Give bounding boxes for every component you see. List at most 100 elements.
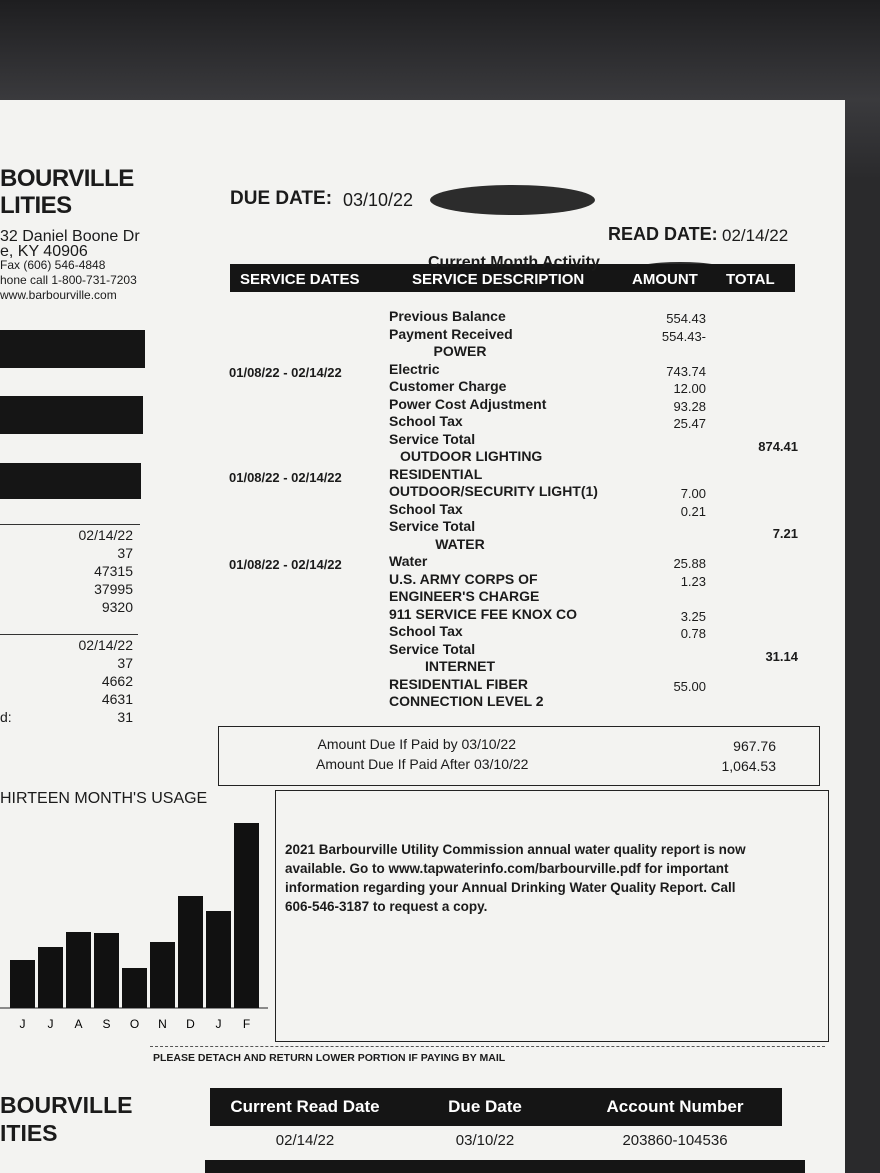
usage-bar — [66, 932, 91, 1008]
read-date-label: READ DATE: — [608, 224, 718, 244]
due-date: 03/10/22 — [343, 190, 414, 210]
column-header: AMOUNT — [632, 271, 698, 288]
usage-bar — [38, 947, 63, 1008]
service-dates: 01/08/22 - 02/14/22 — [229, 557, 342, 572]
service-description: School Tax — [389, 623, 463, 639]
meter-reading: 4631 — [101, 691, 133, 707]
meter-reading: 31 — [117, 709, 133, 725]
usage-bar — [234, 823, 259, 1008]
company-name: BOURVILLE — [0, 1092, 133, 1118]
meter-reading: 9320 — [101, 599, 133, 615]
usage-month-label: F — [243, 1017, 250, 1031]
stub-value: 203860-104536 — [622, 1132, 728, 1149]
usage-month-label: J — [20, 1017, 26, 1031]
meter-reading: 37995 — [94, 581, 133, 597]
redaction-bar — [0, 463, 141, 499]
company-address: 32 Daniel Boone Dr — [0, 228, 140, 245]
amount: 3.25 — [680, 608, 706, 624]
company-address: www.barbourville.com — [0, 288, 117, 302]
detach-line — [150, 1046, 825, 1047]
service-dates: 01/08/22 - 02/14/22 — [229, 364, 342, 380]
service-description: Service Total — [389, 640, 476, 657]
service-description: Service Total — [389, 430, 476, 447]
service-description: School Tax — [389, 500, 463, 517]
read-date: 02/14/22 — [722, 226, 789, 245]
detach-note: PLEASE DETACH AND RETURN LOWER PORTION I… — [153, 1052, 506, 1064]
due-date-label: DUE DATE: — [230, 188, 333, 209]
amount: 12.00 — [673, 381, 706, 396]
company-address: Fax (606) 546-4848 — [0, 258, 106, 272]
section-heading: OUTDOOR LIGHTING — [400, 448, 543, 464]
notice-text: information regarding your Annual Drinki… — [285, 880, 736, 895]
service-description: Power Cost Adjustment — [389, 395, 547, 412]
amount-due-label: Amount Due If Paid by 03/10/22 — [317, 736, 516, 752]
company-name: LITIES — [0, 192, 72, 219]
service-description: Payment Received — [389, 325, 513, 342]
usage-bar — [178, 896, 203, 1008]
total: 7.21 — [772, 526, 798, 541]
table-header-bar — [230, 264, 795, 292]
redaction-bar — [0, 396, 143, 434]
usage-bar — [10, 960, 35, 1008]
divider — [0, 634, 138, 635]
activity-title: Current Month Activity — [428, 254, 600, 271]
meter-reading: 02/14/22 — [78, 527, 134, 543]
amount-due-box — [218, 726, 820, 786]
amount: 25.47 — [673, 416, 706, 431]
usage-month-label: J — [48, 1017, 54, 1031]
stub-value: 02/14/22 — [275, 1132, 335, 1149]
service-description: Service Total — [389, 518, 476, 534]
usage-bar — [94, 933, 119, 1008]
total: 31.14 — [765, 648, 798, 664]
service-description: School Tax — [389, 413, 463, 429]
service-description: U.S. ARMY CORPS OF — [389, 570, 538, 587]
amount: 0.78 — [680, 626, 706, 641]
usage-month-label: N — [158, 1017, 167, 1031]
service-description: Previous Balance — [389, 308, 506, 324]
service-description: Electric — [389, 360, 440, 377]
meter-reading: 02/14/22 — [78, 637, 134, 653]
section-heading: INTERNET — [425, 658, 495, 674]
redaction-scribble — [430, 185, 595, 215]
notice-text: 606-546-3187 to request a copy. — [285, 899, 488, 914]
section-heading: WATER — [435, 535, 485, 552]
usage-bar — [206, 911, 231, 1008]
notice-box — [275, 790, 829, 1042]
usage-month-label: O — [130, 1017, 139, 1031]
service-description: ENGINEER'S CHARGE — [389, 588, 540, 604]
usage-month-label: S — [102, 1017, 110, 1031]
redaction-bar — [0, 330, 145, 368]
column-header: TOTAL — [726, 271, 775, 288]
usage-title: HIRTEEN MONTH'S USAGE — [0, 790, 208, 807]
stub-header-bar — [210, 1088, 782, 1126]
service-description: RESIDENTIAL FIBER — [389, 675, 528, 692]
service-dates: 01/08/22 - 02/14/22 — [229, 469, 342, 485]
usage-month-label: A — [74, 1017, 82, 1031]
usage-bar — [122, 968, 147, 1008]
service-description: OUTDOOR/SECURITY LIGHT(1) — [389, 483, 598, 499]
company-name: BOURVILLE — [0, 165, 134, 192]
amount-due-label: Amount Due If Paid After 03/10/22 — [316, 756, 529, 772]
meter-reading: 47315 — [94, 563, 133, 579]
company-address: e, KY 40906 — [0, 243, 88, 260]
stub-column-header: Current Read Date — [230, 1097, 380, 1116]
company-address: hone call 1-800-731-7203 — [0, 273, 137, 287]
total: 874.41 — [758, 438, 798, 454]
divider — [0, 524, 140, 525]
notice-text: 2021 Barbourville Utility Commission ann… — [285, 842, 746, 857]
notice-text: available. Go to www.tapwaterinfo.com/ba… — [285, 861, 729, 876]
amount: 25.88 — [673, 556, 706, 571]
usage-month-label: J — [216, 1017, 222, 1031]
stub-value: 03/10/22 — [455, 1132, 515, 1149]
meter-reading: 4662 — [101, 673, 133, 689]
stub-bar — [205, 1160, 805, 1173]
amount: 1.23 — [680, 573, 706, 589]
service-description: 911 SERVICE FEE KNOX CO — [389, 605, 578, 622]
stub-column-header: Due Date — [448, 1097, 522, 1116]
amount: 743.74 — [666, 363, 706, 379]
amount: 554.43- — [661, 328, 706, 344]
column-header: SERVICE DATES — [240, 271, 360, 288]
company-name: ITIES — [0, 1120, 58, 1146]
amount: 0.21 — [680, 503, 706, 519]
